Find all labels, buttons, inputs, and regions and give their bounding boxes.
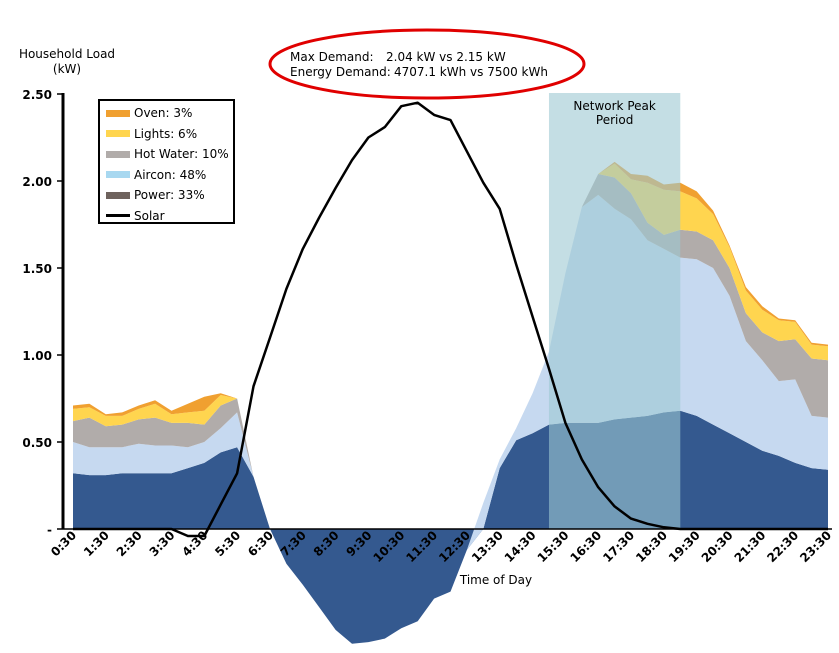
y-tick-label: 1.00 — [22, 349, 52, 363]
legend-label-aircon: Aircon: 48% — [134, 167, 207, 182]
legend-swatch-lights — [106, 130, 130, 138]
y-tick-label: - — [47, 523, 52, 537]
x-tick-label: 19:30 — [666, 528, 703, 565]
legend-swatch-oven — [106, 109, 130, 117]
max-demand-row: Max Demand: 2.04 kW vs 2.15 kW — [290, 50, 548, 65]
y-tick-labels: 2.50 2.00 1.50 1.00 0.50 - — [22, 88, 63, 537]
x-tick-label: 0:30 — [48, 528, 79, 559]
legend-line-solar — [106, 214, 130, 218]
x-tick-label: 3:30 — [147, 528, 178, 559]
legend-swatch-power — [106, 191, 130, 199]
y-axis-title: Household Load (kW) — [12, 47, 122, 77]
energy-demand-key: Energy Demand: — [290, 65, 391, 79]
legend-label-oven: Oven: 3% — [134, 106, 193, 121]
x-tick-label: 1:30 — [81, 528, 112, 559]
legend-item-solar: Solar — [100, 206, 233, 227]
legend-item-power: Power: 33% — [100, 185, 233, 206]
x-tick-label: 15:30 — [535, 528, 572, 565]
network-peak-label-line: Network Peak — [573, 99, 655, 113]
y-axis-title-line1: Household Load — [18, 47, 116, 61]
legend-label-solar: Solar — [134, 208, 165, 223]
energy-demand-row: Energy Demand: 4707.1 kWh vs 7500 kWh — [290, 65, 548, 80]
y-tick-label: 1.50 — [22, 262, 52, 276]
energy-demand-value: 4707.1 kWh vs 7500 kWh — [394, 65, 548, 79]
legend: Oven: 3% Lights: 6% Hot Water: 10% Airco… — [98, 99, 235, 224]
legend-item-hot-water: Hot Water: 10% — [100, 144, 233, 165]
legend-swatch-aircon — [106, 171, 130, 179]
stacked-areas — [73, 161, 828, 644]
x-tick-label: 22:30 — [764, 528, 801, 565]
annotation-ellipse — [268, 28, 586, 100]
x-axis-title: Time of Day — [459, 573, 532, 587]
y-tick-label: 2.00 — [22, 175, 52, 189]
x-tick-label: 2:30 — [114, 528, 145, 559]
legend-item-oven: Oven: 3% — [100, 103, 233, 124]
x-tick-label: 23:30 — [797, 528, 834, 565]
x-tick-label: 16:30 — [567, 528, 604, 565]
legend-swatch-hot-water — [106, 150, 130, 158]
x-tick-label: 5:30 — [212, 528, 243, 559]
max-demand-value: 2.04 kW vs 2.15 kW — [386, 50, 506, 64]
x-tick-label: 6:30 — [245, 528, 276, 559]
legend-label-lights: Lights: 6% — [134, 126, 198, 141]
legend-item-lights: Lights: 6% — [100, 124, 233, 145]
network-peak-label-line: Period — [596, 113, 633, 127]
x-tick-label: 14:30 — [502, 528, 539, 565]
max-demand-key: Max Demand: — [290, 50, 374, 64]
x-tick-label: 21:30 — [732, 528, 769, 565]
area-lights — [73, 163, 828, 644]
area-hot-water — [73, 174, 828, 644]
network-peak-band — [548, 93, 681, 529]
x-tick-label: 17:30 — [600, 528, 637, 565]
y-tick-label: 2.50 — [22, 88, 52, 102]
legend-label-hot-water: Hot Water: 10% — [134, 147, 229, 162]
x-tick-label: 18:30 — [633, 528, 670, 565]
y-tick-label: 0.50 — [22, 436, 52, 450]
x-tick-label: 20:30 — [699, 528, 736, 565]
y-axis-title-line2: (kW) — [52, 62, 82, 76]
legend-label-power: Power: 33% — [134, 188, 205, 203]
legend-item-aircon: Aircon: 48% — [100, 165, 233, 186]
axes — [61, 93, 832, 530]
demand-annotation: Max Demand: 2.04 kW vs 2.15 kW Energy Dem… — [290, 50, 548, 80]
